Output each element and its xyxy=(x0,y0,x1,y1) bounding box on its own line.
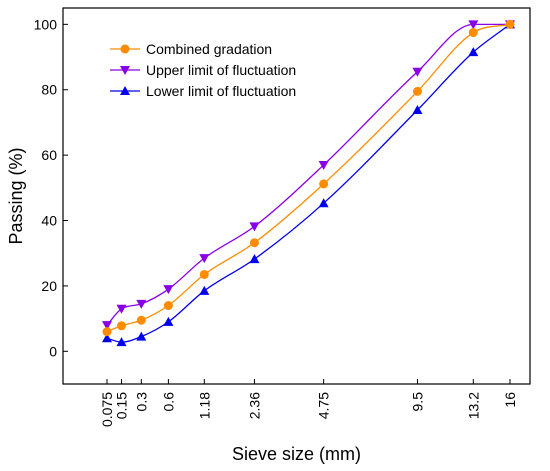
x-tick-label: 0.075 xyxy=(99,392,115,427)
plot-frame xyxy=(62,7,531,385)
data-point xyxy=(163,301,173,311)
x-tick-label: 1.18 xyxy=(196,392,212,419)
y-tick-label: 100 xyxy=(34,16,58,32)
data-point xyxy=(468,47,479,57)
x-tick-label: 4.75 xyxy=(316,392,332,419)
data-point xyxy=(412,67,423,77)
data-point xyxy=(136,299,147,309)
data-point xyxy=(319,179,329,189)
legend-label: Upper limit of fluctuation xyxy=(146,62,296,78)
legend-swatch-marker xyxy=(120,86,130,95)
data-point xyxy=(136,315,146,325)
data-point xyxy=(117,321,127,331)
legend-label: Lower limit of fluctuation xyxy=(146,83,296,99)
x-tick-label: 13.2 xyxy=(465,392,481,419)
x-axis-title: Sieve size (mm) xyxy=(232,444,361,464)
data-point xyxy=(249,238,259,248)
x-tick-label: 0.15 xyxy=(114,392,130,419)
data-point xyxy=(136,331,147,341)
x-tick-label: 2.36 xyxy=(246,392,262,419)
series-line xyxy=(106,23,510,326)
data-point xyxy=(468,28,478,38)
legend-swatch-marker xyxy=(120,44,130,54)
plot-markers xyxy=(102,19,515,347)
data-point xyxy=(102,333,112,343)
y-tick-label: 40 xyxy=(41,213,57,229)
y-tick-label: 80 xyxy=(41,82,57,98)
x-tick-label: 0.6 xyxy=(160,392,176,412)
y-tick-label: 0 xyxy=(49,343,57,359)
y-axis-title: Passing (%) xyxy=(6,147,26,244)
x-tick-label: 16 xyxy=(502,392,518,408)
y-tick-label: 20 xyxy=(41,278,57,294)
y-tick-label: 60 xyxy=(41,147,57,163)
data-point xyxy=(505,19,515,29)
x-tick-label: 9.5 xyxy=(409,392,425,412)
data-point xyxy=(199,285,210,295)
data-point xyxy=(249,254,260,264)
data-point xyxy=(318,160,329,170)
data-point xyxy=(199,269,209,279)
data-point xyxy=(163,285,174,295)
legend-label: Combined gradation xyxy=(146,41,272,57)
data-point xyxy=(249,222,260,232)
data-point xyxy=(102,327,112,337)
legend-swatch-marker xyxy=(120,66,130,75)
data-point xyxy=(102,321,112,331)
data-point xyxy=(412,105,423,115)
data-point xyxy=(163,316,174,326)
x-tick-label: 0.3 xyxy=(133,392,149,412)
data-point xyxy=(468,20,479,30)
legend: Combined gradation Upper limit of fluctua… xyxy=(110,41,296,99)
data-point xyxy=(116,337,127,347)
data-point xyxy=(318,198,329,208)
data-point xyxy=(412,86,422,96)
data-point xyxy=(199,254,210,264)
data-point xyxy=(116,304,127,314)
y-axis-ticks: 0 20 40 60 80 100 xyxy=(34,16,68,359)
